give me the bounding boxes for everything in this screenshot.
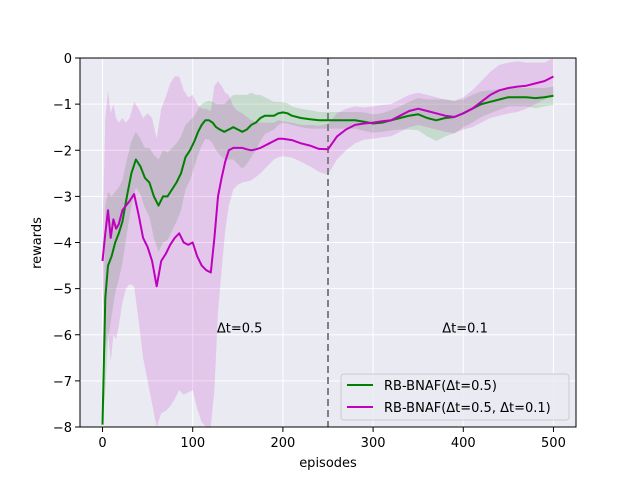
- x-axis-label: episodes: [299, 456, 357, 471]
- legend: RB-BNAF(Δt=0.5) RB-BNAF(Δt=0.5, Δt=0.1): [340, 373, 570, 421]
- x-tick-label: 300: [361, 436, 386, 451]
- y-tick-label: −3: [53, 190, 72, 205]
- y-tick-label: −6: [53, 329, 72, 344]
- x-axis-ticks: 0 100 200 300 400 500: [98, 427, 566, 451]
- legend-label-series-2: RB-BNAF(Δt=0.5, Δt=0.1): [384, 401, 551, 416]
- y-tick-label: −8: [53, 421, 72, 436]
- y-tick-label: −4: [53, 237, 72, 252]
- confidence-bands: [102, 58, 554, 427]
- y-axis-label: rewards: [30, 217, 45, 269]
- y-tick-label: −2: [53, 144, 72, 159]
- annotation-dt-05: Δt=0.5: [217, 321, 263, 336]
- y-tick-label: −1: [53, 98, 72, 113]
- y-tick-label: −7: [53, 375, 72, 390]
- x-tick-label: 100: [180, 436, 205, 451]
- annotation-dt-01: Δt=0.1: [442, 321, 488, 336]
- band-series-2: [102, 58, 554, 427]
- y-tick-label: 0: [64, 52, 72, 67]
- x-tick-label: 400: [451, 436, 476, 451]
- line-series-2: [101, 75, 554, 288]
- x-tick-label: 500: [541, 436, 566, 451]
- x-tick-label: 0: [98, 436, 106, 451]
- y-tick-label: −5: [53, 283, 72, 298]
- legend-label-series-1: RB-BNAF(Δt=0.5): [384, 379, 497, 394]
- legend-box: [340, 373, 570, 421]
- y-axis-ticks: −8 −7 −6 −5 −4 −3 −2 −1 0: [53, 52, 80, 436]
- line-series-1: [101, 94, 554, 425]
- x-tick-label: 200: [270, 436, 295, 451]
